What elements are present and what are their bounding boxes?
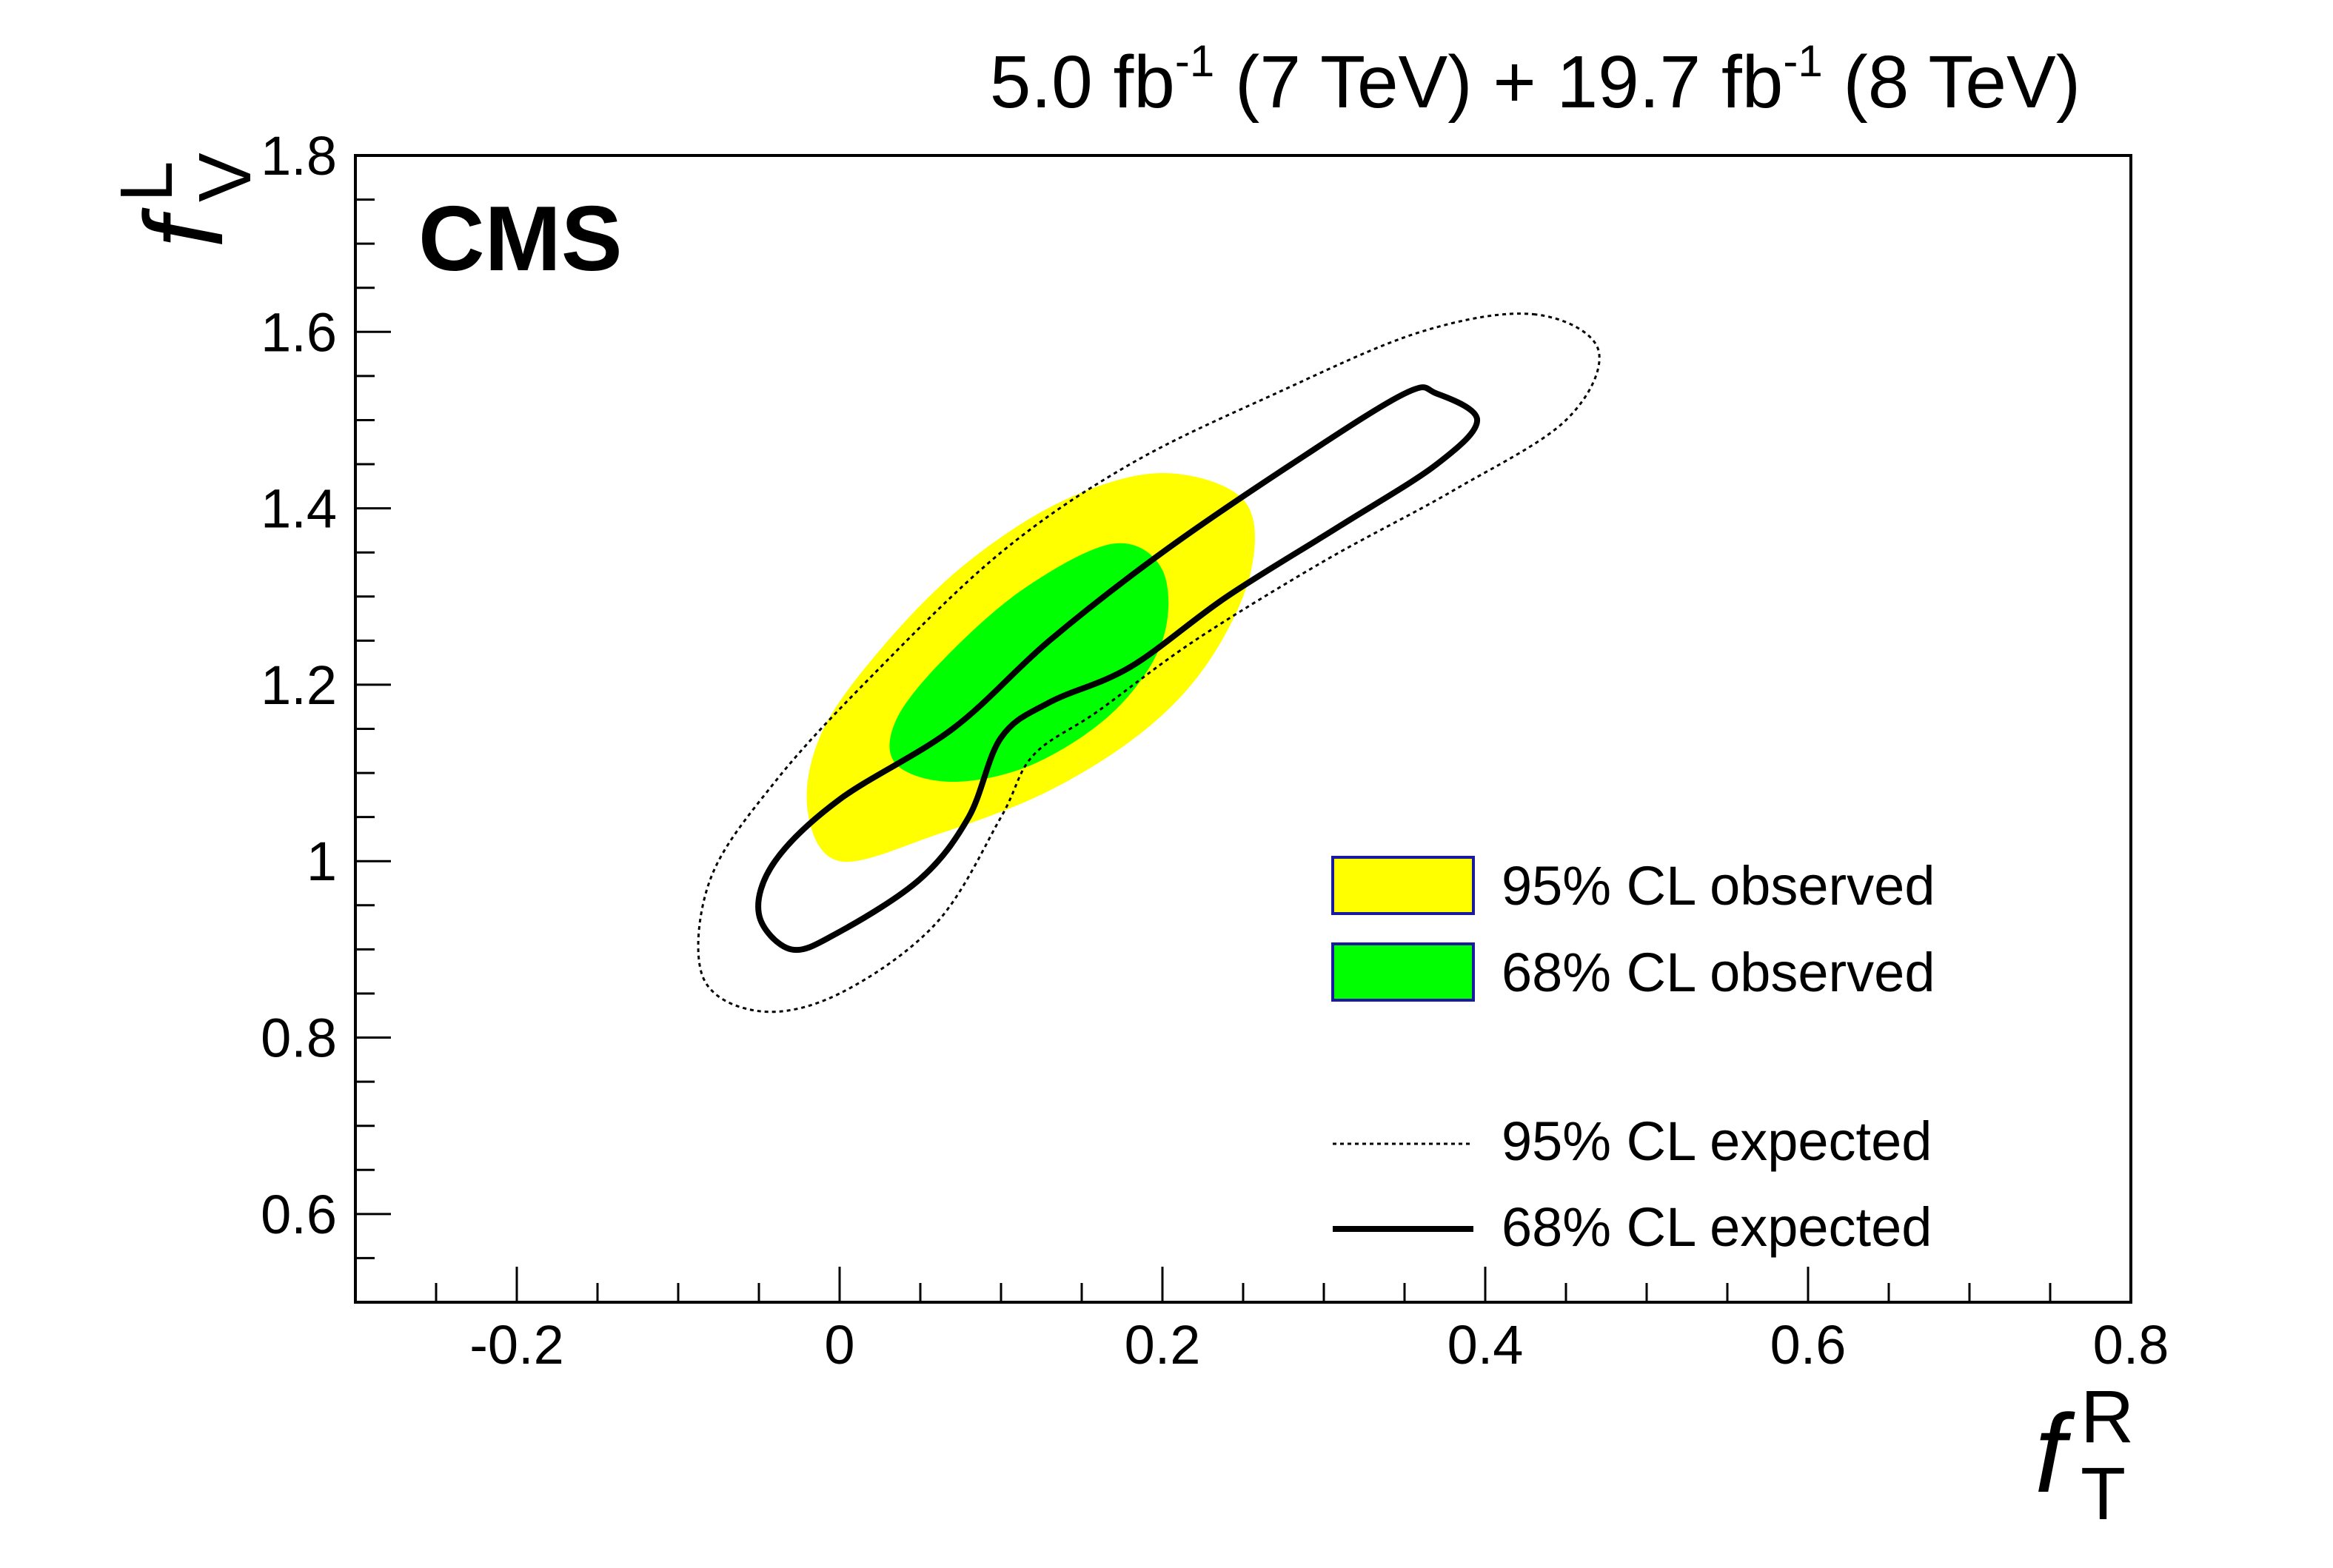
legend-swatch-green <box>1331 942 1475 1002</box>
legend-entry-95-expected: 95% CL expected <box>1333 1110 1932 1172</box>
axis-ticks: -0.2 0 0.2 0.4 0.6 0.8 0.6 0.8 1 1.2 1.4 1.6 1.8 <box>261 125 2169 1376</box>
x-tick-label: 0.6 <box>1770 1314 1847 1376</box>
expected-contours <box>697 312 1601 1013</box>
x-tick-label: 0.2 <box>1125 1314 1201 1376</box>
contour-68-cl-expected <box>755 384 1481 954</box>
lumi-7tev: 5.0 fb <box>990 41 1175 124</box>
x-axis-label-sup: R <box>2081 1376 2134 1458</box>
legend-label: 95% CL expected <box>1502 1110 1932 1172</box>
y-axis-label-sub: V <box>184 153 267 202</box>
y-tick-label: 0.6 <box>261 1184 337 1245</box>
y-tick-label: 0.8 <box>261 1008 337 1069</box>
legend-entry-68-expected: 68% CL expected <box>1333 1196 1932 1258</box>
contour-95-cl-expected <box>697 312 1601 1013</box>
y-axis-label: f L V <box>105 153 267 248</box>
y-tick-label: 1.8 <box>261 125 337 187</box>
x-tick-label: 0.4 <box>1447 1314 1524 1376</box>
x-tick-label: 0 <box>824 1314 854 1376</box>
lumi-8tev: 19.7 fb <box>1557 41 1784 124</box>
y-tick-label: 1.4 <box>261 478 337 540</box>
legend-entry-95-observed: 95% CL observed <box>1331 855 1935 917</box>
header-luminosity: 5.0 fb-1 (7 TeV) + 19.7 fb-1 (8 TeV) <box>990 36 2081 124</box>
x-axis-label: f R T <box>2035 1376 2134 1535</box>
legend-swatch-yellow <box>1331 856 1475 915</box>
y-axis-label-sup: L <box>105 161 188 202</box>
x-tick-label: -0.2 <box>469 1314 564 1376</box>
lumi-8tev-exponent: -1 <box>1783 36 1822 86</box>
y-tick-label: 1.2 <box>261 654 337 716</box>
legend-entry-68-observed: 68% CL observed <box>1331 942 1935 1003</box>
legend-label: 68% CL observed <box>1502 942 1935 1003</box>
energy-7tev: (7 TeV) + <box>1214 41 1556 124</box>
legend: 95% CL observed 68% CL observed 95% CL e… <box>1331 855 1935 1258</box>
experiment-label: CMS <box>418 188 623 290</box>
legend-label: 95% CL observed <box>1502 855 1935 917</box>
y-tick-label: 1 <box>307 831 337 892</box>
energy-8tev: (8 TeV) <box>1823 41 2081 124</box>
lumi-7tev-exponent: -1 <box>1175 36 1214 86</box>
y-tick-label: 1.6 <box>261 301 337 363</box>
x-axis-label-sub: T <box>2081 1453 2126 1535</box>
x-tick-label: 0.8 <box>2093 1314 2169 1376</box>
legend-label: 68% CL expected <box>1502 1196 1932 1258</box>
